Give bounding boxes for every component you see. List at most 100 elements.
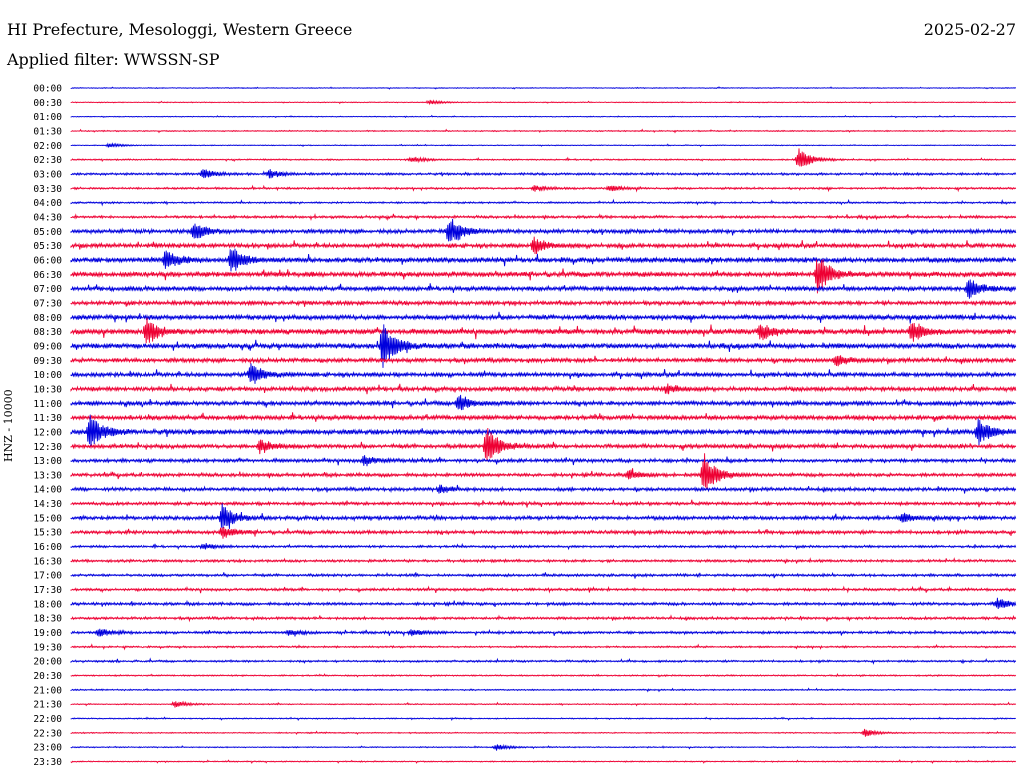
time-label: 09:30 <box>33 356 62 367</box>
trace-0600 <box>70 248 1017 272</box>
time-label: 16:30 <box>33 556 62 567</box>
trace-0130 <box>70 128 1017 134</box>
time-label: 07:00 <box>33 284 62 295</box>
trace-1500 <box>70 503 1017 529</box>
time-label: 00:30 <box>33 98 62 109</box>
trace-1230 <box>70 428 1017 462</box>
time-label: 15:30 <box>33 528 62 539</box>
time-label: 06:30 <box>33 270 62 281</box>
trace-2130 <box>70 700 1017 708</box>
time-label: 07:30 <box>33 298 62 309</box>
trace-0100 <box>70 114 1016 119</box>
time-label: 21:00 <box>33 685 62 696</box>
time-labels: 00:00 00:30 01:00 01:30 02:00 02:30 03:00 03:30… <box>33 84 62 769</box>
trace-2330 <box>70 759 1017 765</box>
trace-0000 <box>70 86 1017 90</box>
trace-0800 <box>70 311 1017 324</box>
time-label: 03:00 <box>33 169 62 180</box>
time-label: 05:30 <box>33 241 62 252</box>
trace-1000 <box>70 363 1017 384</box>
time-label: 13:00 <box>33 456 62 467</box>
trace-0200 <box>70 142 1016 148</box>
trace-1130 <box>70 412 1017 422</box>
trace-1900 <box>70 628 1017 638</box>
time-label: 18:30 <box>33 614 62 625</box>
trace-0500 <box>70 218 1017 242</box>
trace-1930 <box>70 643 1017 651</box>
trace-0730 <box>70 299 1017 307</box>
time-label: 13:30 <box>33 470 62 481</box>
trace-1600 <box>70 542 1017 551</box>
time-label: 02:30 <box>33 155 62 166</box>
time-label: 00:00 <box>33 84 62 95</box>
trace-0830 <box>70 317 1017 344</box>
time-label: 19:30 <box>33 642 62 653</box>
trace-0530 <box>70 236 1017 255</box>
trace-0700 <box>70 279 1017 299</box>
trace-2230 <box>70 728 1017 737</box>
trace-1800 <box>70 597 1017 609</box>
trace-1100 <box>70 394 1017 411</box>
time-label: 20:30 <box>33 671 62 682</box>
time-label: 22:00 <box>33 714 62 725</box>
time-label: 10:00 <box>33 370 62 381</box>
time-label: 04:00 <box>33 198 62 209</box>
time-label: 11:00 <box>33 399 62 410</box>
time-label: 15:00 <box>33 513 62 524</box>
trace-2200 <box>70 716 1016 722</box>
seismogram-traces <box>70 86 1017 765</box>
time-label: 14:30 <box>33 499 62 510</box>
trace-2300 <box>70 743 1017 751</box>
time-label: 04:30 <box>33 212 62 223</box>
trace-1700 <box>70 571 1017 579</box>
time-label: 22:30 <box>33 728 62 739</box>
time-label: 01:30 <box>33 126 62 137</box>
time-label: 16:00 <box>33 542 62 553</box>
time-label: 11:30 <box>33 413 62 424</box>
trace-1630 <box>70 557 1017 564</box>
time-label: 23:30 <box>33 757 62 768</box>
trace-1830 <box>70 614 1017 623</box>
date-label: 2025-02-27 <box>923 20 1016 39</box>
trace-0430 <box>70 212 1017 222</box>
trace-2000 <box>70 657 1017 665</box>
time-label: 23:00 <box>33 743 62 754</box>
time-label: 09:00 <box>33 341 62 352</box>
time-label: 08:00 <box>33 313 62 324</box>
time-label: 12:00 <box>33 427 62 438</box>
trace-1330 <box>70 453 1017 490</box>
trace-0400 <box>70 198 1017 207</box>
time-label: 19:00 <box>33 628 62 639</box>
time-label: 03:30 <box>33 184 62 195</box>
time-label: 08:30 <box>33 327 62 338</box>
trace-1730 <box>70 585 1017 594</box>
trace-0900 <box>70 324 1017 368</box>
trace-1530 <box>70 526 1017 539</box>
trace-0230 <box>70 148 1017 167</box>
time-label: 21:30 <box>33 700 62 711</box>
trace-0300 <box>70 169 1017 179</box>
time-label: 20:00 <box>33 657 62 668</box>
trace-1400 <box>70 484 1017 494</box>
time-label: 12:30 <box>33 442 62 453</box>
trace-1030 <box>70 383 1017 395</box>
trace-0630 <box>70 259 1017 294</box>
time-label: 01:00 <box>33 112 62 123</box>
time-label: 18:00 <box>33 599 62 610</box>
time-label: 06:00 <box>33 255 62 266</box>
trace-2030 <box>70 672 1017 678</box>
time-label: 17:30 <box>33 585 62 596</box>
time-label: 14:00 <box>33 485 62 496</box>
time-label: 05:00 <box>33 227 62 238</box>
trace-1300 <box>70 455 1017 467</box>
trace-0330 <box>70 184 1017 193</box>
time-label: 10:30 <box>33 384 62 395</box>
filter-label: Applied filter: WWSSN-SP <box>7 50 220 69</box>
time-label: 17:00 <box>33 571 62 582</box>
station-title: HI Prefecture, Mesologgi, Western Greece <box>7 20 353 39</box>
trace-1430 <box>70 499 1017 508</box>
trace-0030 <box>70 99 1017 106</box>
trace-1200 <box>70 414 1017 449</box>
trace-2100 <box>70 687 1017 693</box>
